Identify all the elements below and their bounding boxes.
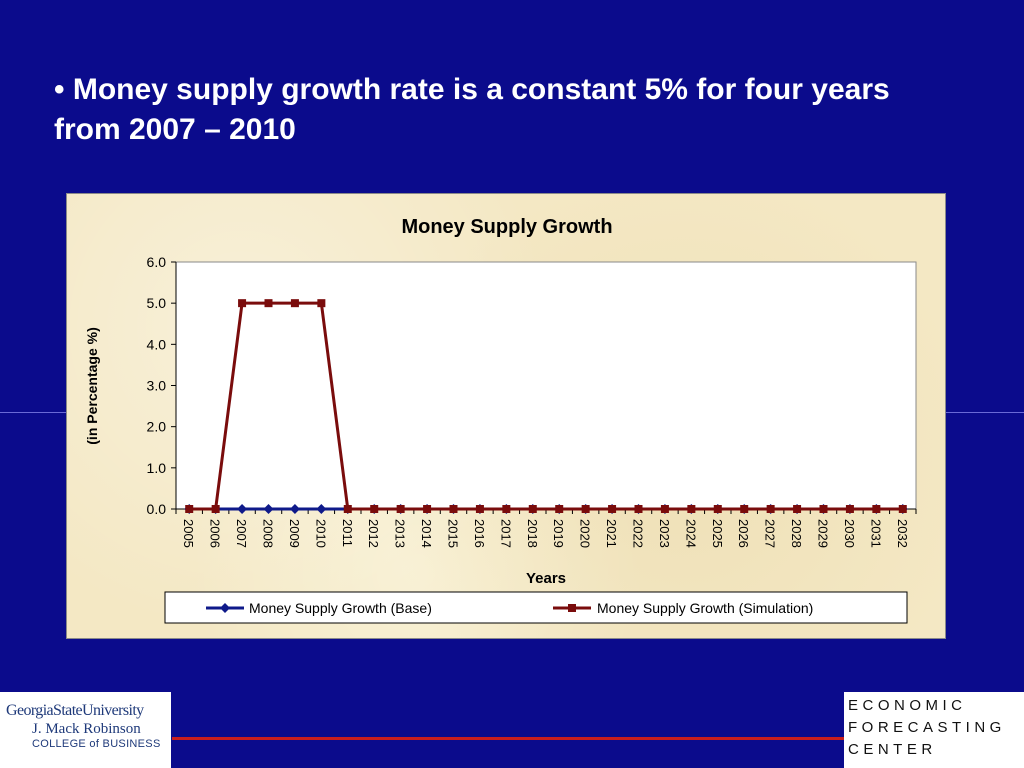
legend: Money Supply Growth (Base) Money Supply … <box>164 591 908 624</box>
data-point-simulation <box>634 505 643 513</box>
legend-box <box>164 591 908 624</box>
chart-frame: Money Supply Growth 0.0 1.0 2.0 3.0 4.0 5.0 6.… <box>66 193 946 639</box>
data-point-simulation <box>872 505 881 513</box>
y-tick-label: 3.0 <box>147 378 167 394</box>
georgia-state-university-logo: GeorgiaStateUniversity J. Mack Robinson … <box>0 692 171 768</box>
x-tick-label: 2021 <box>604 519 619 548</box>
y-tick-label: 1.0 <box>147 460 167 476</box>
data-point-simulation <box>528 505 537 513</box>
data-point-simulation <box>290 299 299 308</box>
x-tick-label: 2015 <box>446 519 461 548</box>
data-point-simulation <box>660 505 669 513</box>
x-tick-label: 2007 <box>234 519 249 548</box>
data-point-simulation <box>264 299 273 308</box>
gsu-logo-college: COLLEGE of BUSINESS <box>32 738 161 750</box>
x-tick-label: 2030 <box>842 519 857 548</box>
data-point-simulation <box>555 505 564 513</box>
data-point-simulation <box>793 505 802 513</box>
x-tick-label: 2013 <box>393 519 408 548</box>
x-tick-label: 2016 <box>472 519 487 548</box>
data-point-simulation <box>898 505 907 513</box>
data-point-simulation <box>740 505 749 513</box>
line-chart: Money Supply Growth 0.0 1.0 2.0 3.0 4.0 5.0 6.… <box>84 216 917 624</box>
data-point-base <box>237 504 248 514</box>
data-point-simulation <box>396 505 405 513</box>
footer-red-rule <box>172 737 844 740</box>
data-point-base <box>263 504 274 514</box>
x-axis-label: Years <box>526 570 566 587</box>
series-line-simulation <box>189 301 903 511</box>
x-tick-label: 2029 <box>816 519 831 548</box>
x-tick-label: 2012 <box>366 519 381 548</box>
data-point-simulation <box>317 299 326 308</box>
data-point-simulation <box>211 505 220 513</box>
data-point-base <box>289 504 300 514</box>
data-point-simulation <box>687 505 696 513</box>
plot-area <box>175 261 917 510</box>
x-tick-label: 2022 <box>631 519 646 548</box>
x-tick-label: 2014 <box>419 519 434 548</box>
x-tick-label: 2018 <box>525 519 540 548</box>
efc-logo-line3: CENTER <box>848 741 937 758</box>
gsu-logo-school: J. Mack Robinson <box>32 721 141 737</box>
x-tick-label: 2019 <box>551 519 566 548</box>
data-point-simulation <box>343 505 352 513</box>
x-tick-label: 2026 <box>736 519 751 548</box>
legend-base-label: Money Supply Growth (Base) <box>249 600 432 616</box>
y-tick-label: 2.0 <box>147 419 167 435</box>
data-point-simulation <box>238 299 247 308</box>
x-tick-label: 2031 <box>868 519 883 548</box>
x-tick-label: 2011 <box>340 519 355 547</box>
economic-forecasting-center-logo: ECONOMIC FORECASTING CENTER <box>844 692 1024 768</box>
y-tick-label: 0.0 <box>147 501 167 517</box>
data-point-simulation <box>713 505 722 513</box>
efc-logo-line2: FORECASTING <box>848 719 1006 736</box>
gsu-logo-name: GeorgiaStateUniversity <box>6 702 144 719</box>
y-axis-label: (in Percentage %) <box>84 327 100 444</box>
x-tick-label: 2028 <box>789 519 804 548</box>
x-tick-label: 2005 <box>181 519 196 548</box>
x-tick-label: 2025 <box>710 519 725 548</box>
data-point-simulation <box>185 505 194 513</box>
data-point-base <box>316 504 327 514</box>
x-tick-label: 2027 <box>763 519 778 548</box>
x-tick-label: 2020 <box>578 519 593 548</box>
x-tick-label: 2009 <box>287 519 302 548</box>
x-tick-label: 2008 <box>261 519 276 548</box>
x-tick-label: 2024 <box>683 519 698 548</box>
data-point-simulation <box>819 505 828 513</box>
y-tick-label: 5.0 <box>147 295 167 311</box>
x-tick-label: 2032 <box>895 519 910 548</box>
data-point-simulation <box>845 505 854 513</box>
data-point-simulation <box>581 505 590 513</box>
data-point-simulation <box>502 505 511 513</box>
slide-headline: • Money supply growth rate is a constant… <box>54 73 890 146</box>
x-tick-label: 2023 <box>657 519 672 548</box>
x-tick-label: 2017 <box>498 519 513 548</box>
data-point-simulation <box>423 505 432 513</box>
efc-logo-line1: ECONOMIC <box>848 697 967 714</box>
data-point-simulation <box>608 505 617 513</box>
legend-simulation-label: Money Supply Growth (Simulation) <box>597 600 813 616</box>
chart-title: Money Supply Growth <box>401 216 612 238</box>
data-point-simulation <box>475 505 484 513</box>
legend-base-marker <box>220 603 230 613</box>
data-point-simulation <box>766 505 775 513</box>
legend-simulation-marker <box>568 604 576 612</box>
y-tick-label: 4.0 <box>147 336 167 352</box>
x-tick-label: 2006 <box>208 519 223 548</box>
data-point-simulation <box>449 505 458 513</box>
x-tick-label: 2010 <box>313 519 328 548</box>
y-tick-label: 6.0 <box>147 254 167 270</box>
data-point-simulation <box>370 505 379 513</box>
